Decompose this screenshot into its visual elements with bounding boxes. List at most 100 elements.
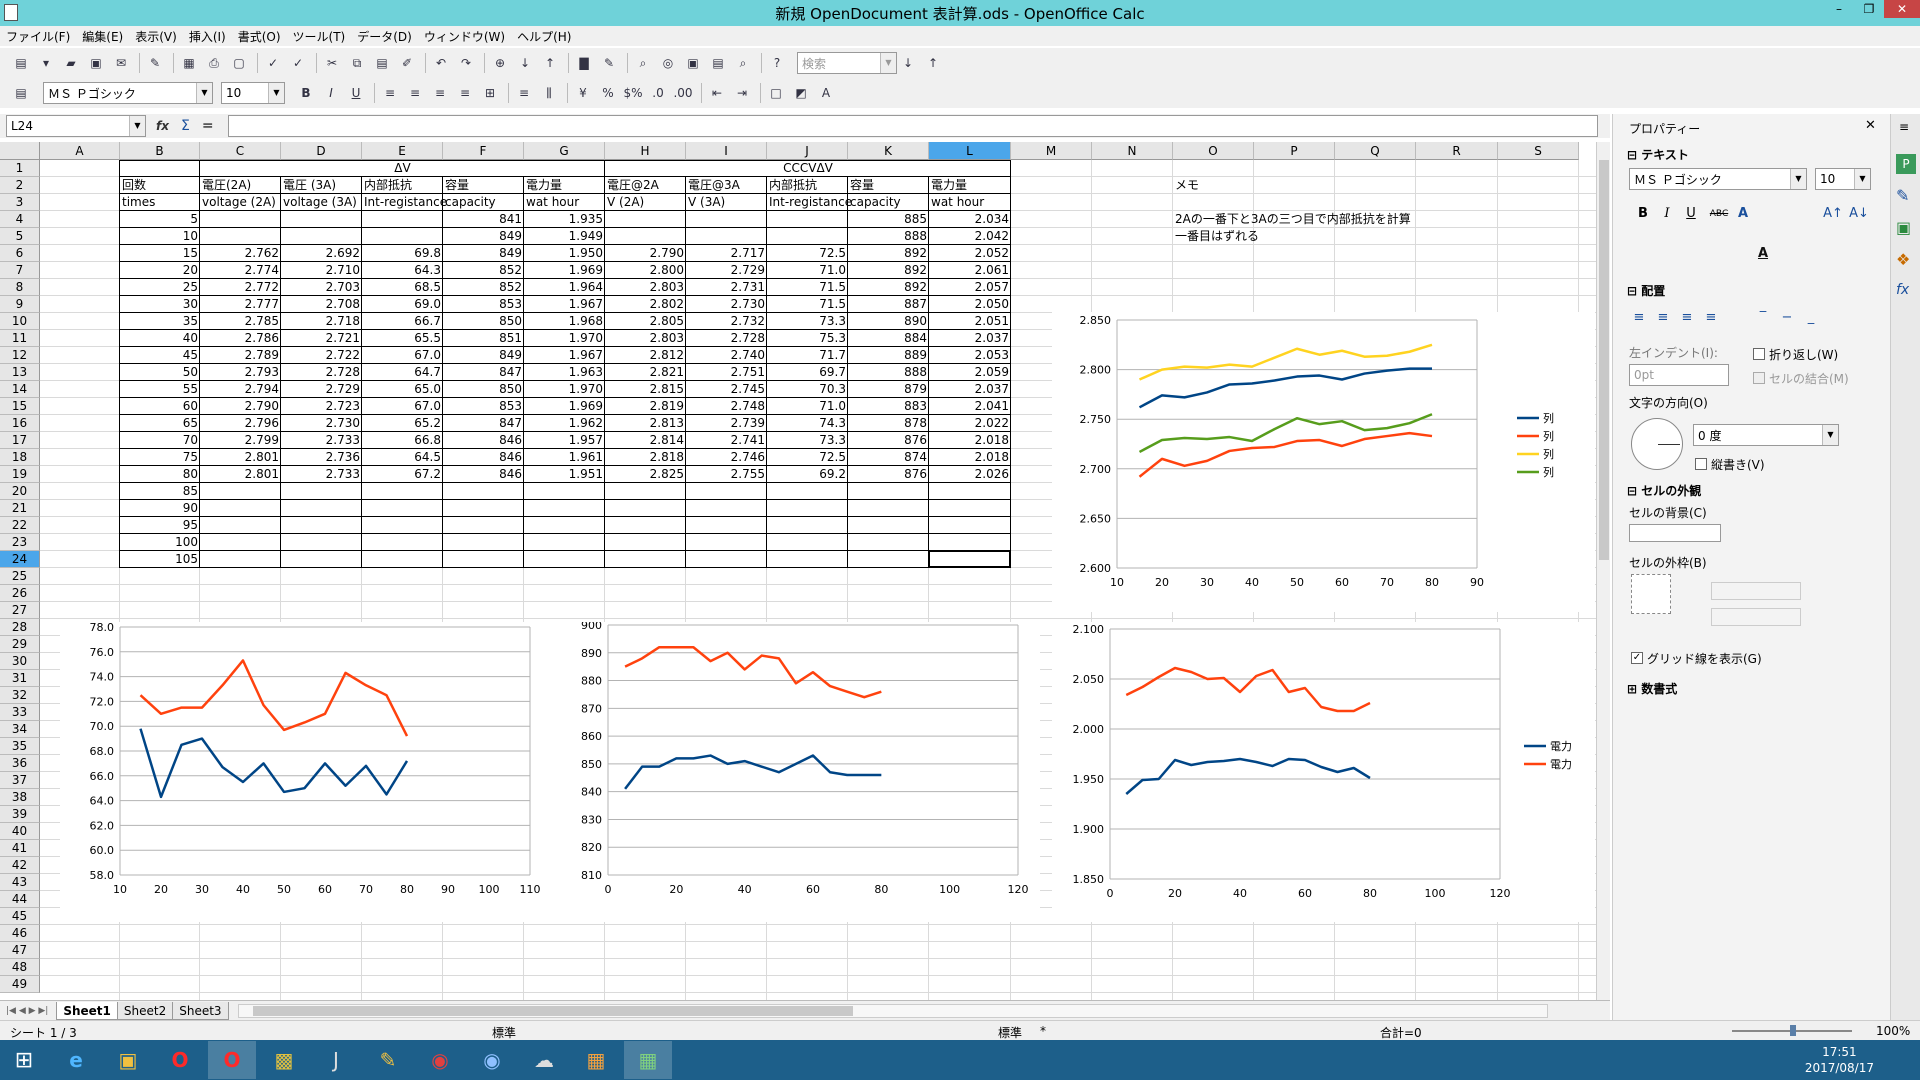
- text-section-header[interactable]: ⊟ テキスト: [1627, 148, 1689, 162]
- cell-cursor[interactable]: [928, 550, 1011, 568]
- tab-sheet3[interactable]: Sheet3: [172, 1001, 229, 1020]
- data-cell[interactable]: 2.732: [730, 314, 765, 328]
- data-cell[interactable]: 1.968: [568, 314, 603, 328]
- row-header-11[interactable]: 11: [0, 330, 40, 347]
- data-cell[interactable]: 885: [904, 212, 927, 226]
- data-cell[interactable]: 1.935: [568, 212, 603, 226]
- preview-icon[interactable]: ▢: [233, 56, 245, 70]
- data-cell[interactable]: 2.774: [244, 263, 279, 277]
- data-cell[interactable]: 879: [904, 382, 927, 396]
- data-cell[interactable]: 2.057: [974, 280, 1009, 294]
- data-cell[interactable]: 876: [904, 433, 927, 447]
- number-format-section-header[interactable]: ⊞ 数書式: [1627, 682, 1678, 696]
- row-header-4[interactable]: 4: [0, 211, 40, 228]
- chart-2[interactable]: 58.0 60.0 62.0 64.0 66.0 68.0 70.0 72.0 74.0 76.0…: [60, 621, 550, 922]
- add-decimal-icon[interactable]: .0: [652, 86, 664, 100]
- bg-color-icon[interactable]: ◩: [795, 86, 807, 100]
- data-cell[interactable]: 1.949: [568, 229, 603, 243]
- explorer-icon[interactable]: ▣: [118, 1048, 138, 1072]
- data-cell[interactable]: 2.050: [974, 297, 1009, 311]
- percent-icon[interactable]: %: [602, 86, 614, 100]
- data-cell[interactable]: 2.794: [244, 382, 279, 396]
- grow-font-icon[interactable]: A↑: [1823, 206, 1843, 221]
- data-cell[interactable]: 30: [182, 297, 198, 311]
- data-cell[interactable]: 2.736: [325, 450, 360, 464]
- menu-item[interactable]: ツール(T): [292, 29, 346, 44]
- data-cell[interactable]: 2.819: [649, 399, 684, 413]
- align-section-header[interactable]: ⊟ 配置: [1627, 284, 1666, 298]
- data-cell[interactable]: 2.739: [730, 416, 765, 430]
- vertical-checkbox[interactable]: [1695, 458, 1707, 470]
- data-cell[interactable]: 1.963: [568, 365, 603, 379]
- tab-sheet2[interactable]: Sheet2: [116, 1001, 174, 1020]
- calc-taskbar-icon[interactable]: ▦: [624, 1041, 672, 1079]
- data-cell[interactable]: 75: [182, 450, 198, 464]
- data-cell[interactable]: 2.703: [325, 280, 360, 294]
- line-style-button[interactable]: [1711, 582, 1801, 600]
- close-button[interactable]: ✕: [1884, 0, 1920, 18]
- vertical-scrollbar[interactable]: [1596, 142, 1610, 1004]
- row-header-3[interactable]: 3: [0, 194, 40, 211]
- wrap-icon[interactable]: ≡: [518, 86, 530, 100]
- data-cell[interactable]: 1.961: [568, 450, 603, 464]
- merge-checkbox[interactable]: [1753, 372, 1765, 384]
- data-cell[interactable]: 72.5: [819, 246, 846, 260]
- data-cell[interactable]: 2.061: [974, 263, 1009, 277]
- menu-item[interactable]: 挿入(I): [188, 29, 226, 44]
- hyperlink-icon[interactable]: ⊕: [494, 56, 506, 70]
- data-cell[interactable]: 71.0: [819, 399, 846, 413]
- data-cell[interactable]: 2.718: [325, 314, 360, 328]
- navigator-icon[interactable]: ◎: [662, 56, 674, 70]
- row-header-2[interactable]: 2: [0, 177, 40, 194]
- app-icon-3[interactable]: ✎: [379, 1048, 397, 1072]
- valign-center-icon[interactable]: −: [1781, 310, 1793, 325]
- data-cell[interactable]: 2.801: [244, 467, 279, 481]
- data-cell[interactable]: 892: [904, 246, 927, 260]
- row-header-30[interactable]: 30: [0, 653, 40, 670]
- data-cell[interactable]: 71.5: [819, 297, 846, 311]
- data-cell[interactable]: 2.722: [325, 348, 360, 362]
- data-cell[interactable]: 2.733: [325, 467, 360, 481]
- data-cell[interactable]: 1.957: [568, 433, 603, 447]
- data-cell[interactable]: 2.790: [649, 246, 684, 260]
- wrap-checkbox[interactable]: [1753, 348, 1765, 360]
- gallery-icon[interactable]: ▣: [687, 56, 699, 70]
- data-cell[interactable]: 2.815: [649, 382, 684, 396]
- standard-format-icon[interactable]: $%: [623, 86, 643, 100]
- row-header-5[interactable]: 5: [0, 228, 40, 245]
- pdf-icon[interactable]: ▦: [183, 56, 195, 70]
- data-cell[interactable]: 74.3: [819, 416, 846, 430]
- data-cell[interactable]: 2.746: [730, 450, 765, 464]
- spreadsheet-grid[interactable]: A B C D E F G H I J K L M N O P Q R S 1 2 3 4 5 6 7 8 9 10 11 12 13 14 15…: [0, 142, 1596, 1004]
- data-cell[interactable]: 2.037: [974, 331, 1009, 345]
- increase-indent-icon[interactable]: ⇥: [736, 86, 748, 100]
- italic-icon[interactable]: I: [329, 86, 333, 100]
- zoom-thumb[interactable]: [1790, 1025, 1796, 1036]
- data-cell[interactable]: 2.755: [730, 467, 765, 481]
- data-cell[interactable]: 2.785: [244, 314, 279, 328]
- row-header-34[interactable]: 34: [0, 721, 40, 738]
- angle-field[interactable]: 0 度 ▼: [1693, 424, 1839, 446]
- data-cell[interactable]: 876: [904, 467, 927, 481]
- data-cell[interactable]: 2.745: [730, 382, 765, 396]
- data-cell[interactable]: 2.721: [325, 331, 360, 345]
- app-icon-6[interactable]: ☁: [534, 1048, 554, 1072]
- data-cell[interactable]: 2.042: [974, 229, 1009, 243]
- chart-3[interactable]: 810 820 830 840 850 860 870 880 890 900 0 20 40 60 80 1…: [550, 619, 1040, 922]
- data-cell[interactable]: 849: [499, 348, 522, 362]
- row-header-19[interactable]: 19: [0, 466, 40, 483]
- font-color-icon[interactable]: A: [1757, 246, 1769, 261]
- bold-icon[interactable]: B: [301, 86, 311, 100]
- row-header-20[interactable]: 20: [0, 483, 40, 500]
- column-header-P[interactable]: P: [1254, 142, 1335, 160]
- data-cell[interactable]: 105: [175, 552, 198, 566]
- column-header-S[interactable]: S: [1498, 142, 1579, 160]
- edit-mode-icon[interactable]: ✎: [149, 56, 161, 70]
- row-header-16[interactable]: 16: [0, 415, 40, 432]
- column-header-H[interactable]: H: [605, 142, 686, 160]
- data-cell[interactable]: 2.730: [730, 297, 765, 311]
- print-icon[interactable]: ⎙: [209, 55, 219, 70]
- data-cell[interactable]: 850: [499, 314, 522, 328]
- row-header-9[interactable]: 9: [0, 296, 40, 313]
- align-center-icon[interactable]: ≡: [1657, 310, 1669, 325]
